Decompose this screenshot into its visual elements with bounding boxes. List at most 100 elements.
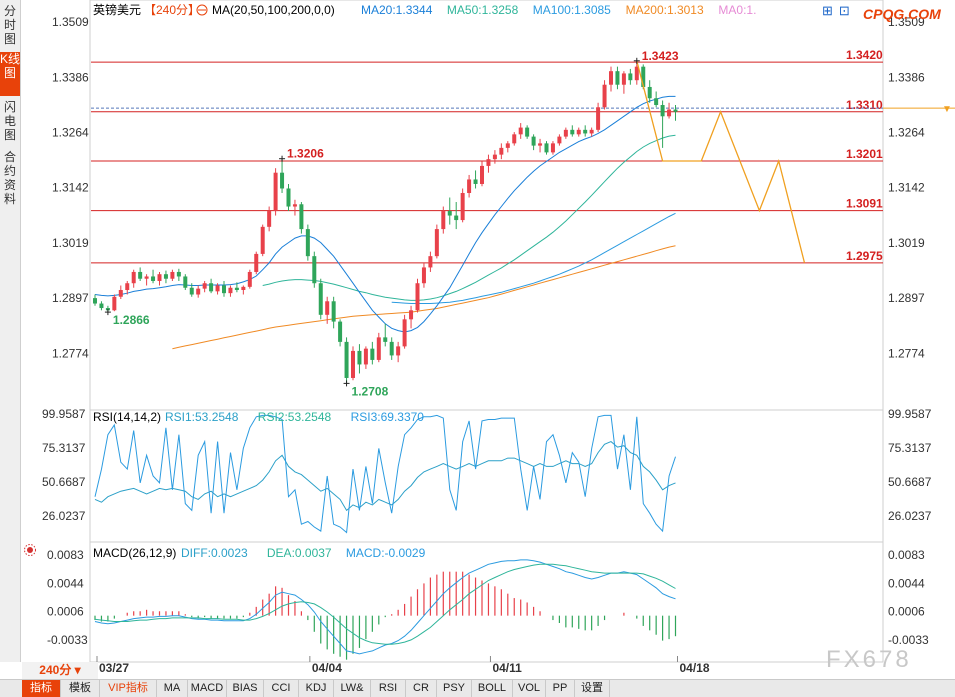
candle-body — [460, 192, 465, 221]
rsi-series-line — [94, 414, 676, 534]
candle-body — [163, 274, 168, 279]
tab-contract-info[interactable]: 合约资料 — [3, 150, 16, 206]
chart-canvas[interactable]: 1.3509 1.3509 1.3386 1.3386 1.3264 1.3264 1.31… — [0, 0, 955, 679]
candle-body — [196, 288, 201, 295]
y-tick-left: 1.3509 — [52, 15, 89, 29]
candle-body — [176, 271, 181, 277]
period-selector[interactable]: 240分 ▾ — [22, 662, 98, 679]
macd-tick-left: 0.0044 — [47, 576, 84, 590]
watermark: FX678 — [826, 646, 912, 673]
extreme-label: 1.2866 — [113, 313, 150, 327]
macd-tick-right: 0.0044 — [888, 576, 925, 590]
dropdown-icon: ▾ — [71, 663, 81, 677]
rsi-tick-left: 26.0237 — [42, 509, 86, 523]
tab-time-chart[interactable]: 分时图 — [3, 4, 16, 46]
candle-body — [222, 285, 226, 294]
candle-body — [570, 129, 575, 135]
legend-entry: RSI3:69.3370 — [351, 410, 425, 424]
tab-rsi[interactable]: RSI — [371, 680, 406, 697]
tab-lw[interactable]: LW& — [334, 680, 371, 697]
candle-body — [525, 127, 530, 137]
candle-body — [402, 319, 407, 347]
candle-body — [351, 350, 355, 378]
candle-body — [480, 165, 484, 184]
candle-body — [486, 159, 491, 166]
main-y-axis: 1.3509 1.3509 1.3386 1.3386 1.3264 1.3264 1.31… — [52, 15, 925, 361]
candle-body — [544, 143, 549, 153]
candle-body — [396, 346, 401, 356]
candle-body — [531, 136, 536, 146]
candle-body — [499, 147, 504, 155]
ma200-line — [172, 245, 676, 350]
candle-body — [144, 276, 149, 279]
candle-body — [409, 310, 414, 320]
period-label[interactable]: 【240分】 — [144, 3, 200, 17]
tab-cr[interactable]: CR — [406, 680, 437, 697]
level-label: 1.3201 — [846, 147, 883, 161]
rsi-y-axis: 99.9587 99.9587 75.3137 75.3137 50.6687 50.66… — [42, 407, 932, 523]
candle-body — [421, 267, 426, 284]
candle-body — [512, 134, 517, 144]
candle-body — [254, 253, 259, 272]
candlestick-series[interactable] — [93, 60, 678, 384]
tab-ma[interactable]: MA — [157, 680, 188, 697]
candle-body — [170, 271, 175, 279]
ma-legend: MA20:1.3344 MA50:1.3258 MA100:1.3085 MA200:… — [361, 3, 756, 17]
candle-body — [415, 283, 420, 311]
tab-vip-indicators[interactable]: VIP指标 — [100, 680, 157, 697]
candle-body — [441, 211, 446, 230]
sun-icon[interactable] — [24, 544, 36, 556]
legend-entry: MA200:1.3013 — [626, 3, 704, 17]
candle-body — [260, 226, 265, 254]
candle-body — [267, 211, 272, 227]
macd-dea-line — [94, 563, 676, 645]
legend-entry: MA100:1.3085 — [533, 3, 611, 17]
tab-templates[interactable]: 模板 — [61, 680, 100, 697]
tab-cci[interactable]: CCI — [264, 680, 299, 697]
macd-legend: DIFF:0.0023 DEA:0.0037 MACD:-0.0029 — [181, 546, 426, 560]
tab-kline-chart[interactable]: K线图 — [0, 52, 20, 96]
symbol-name: 英镑美元 — [93, 2, 141, 17]
extreme-label: 1.2708 — [352, 384, 389, 398]
candle-body — [338, 321, 343, 342]
tab-indicators[interactable]: 指标 — [22, 680, 61, 697]
candle-body — [331, 301, 336, 322]
candle-body — [628, 73, 633, 81]
tab-kdj[interactable]: KDJ — [299, 680, 334, 697]
settings-circle-icon[interactable] — [196, 4, 208, 16]
candle-body — [654, 98, 659, 106]
legend-entry: DIFF:0.0023 — [181, 546, 248, 560]
candle-body — [157, 274, 162, 281]
candle-body — [118, 289, 123, 297]
level-label: 1.3310 — [846, 98, 883, 112]
tab-bias[interactable]: BIAS — [227, 680, 264, 697]
candle-body — [563, 129, 568, 137]
level-label: 1.2975 — [846, 249, 883, 263]
candle-body — [667, 109, 672, 117]
projection-line — [636, 60, 806, 264]
tab-macd[interactable]: MACD — [188, 680, 227, 697]
rsi-title: RSI(14,14,2) — [93, 410, 161, 424]
fullscreen-icon: ⊞ — [822, 3, 839, 18]
support-resistance-lines: 1.3420 1.3310 1.3201 1.3091 1.2975 ▼ — [91, 48, 955, 264]
ma-indicator-label: MA(20,50,100,200,0,0) — [212, 3, 335, 17]
tab-flash-chart[interactable]: 闪电图 — [3, 100, 16, 142]
toolbar-icons[interactable]: ⊞⊡ — [822, 3, 856, 19]
y-tick-left: 1.2774 — [52, 347, 89, 361]
tab-settings[interactable]: 设置 — [575, 680, 610, 697]
candle-body — [138, 271, 143, 279]
rsi-pane-frame — [89, 409, 884, 543]
candle-body — [576, 129, 581, 135]
candle-body — [209, 283, 214, 292]
tab-pp[interactable]: PP — [546, 680, 575, 697]
tab-vol[interactable]: VOL — [513, 680, 546, 697]
extreme-label: 1.3423 — [642, 49, 679, 63]
candle-body — [344, 341, 349, 378]
tab-psy[interactable]: PSY — [437, 680, 472, 697]
x-axis: 03/27 04/04 04/11 04/18 — [96, 656, 710, 675]
extreme-label: 1.3206 — [287, 147, 324, 161]
x-tick-label: 04/18 — [680, 661, 710, 675]
candle-body — [286, 188, 291, 207]
legend-entry: RSI1:53.2548 — [165, 410, 239, 424]
tab-boll[interactable]: BOLL — [472, 680, 513, 697]
